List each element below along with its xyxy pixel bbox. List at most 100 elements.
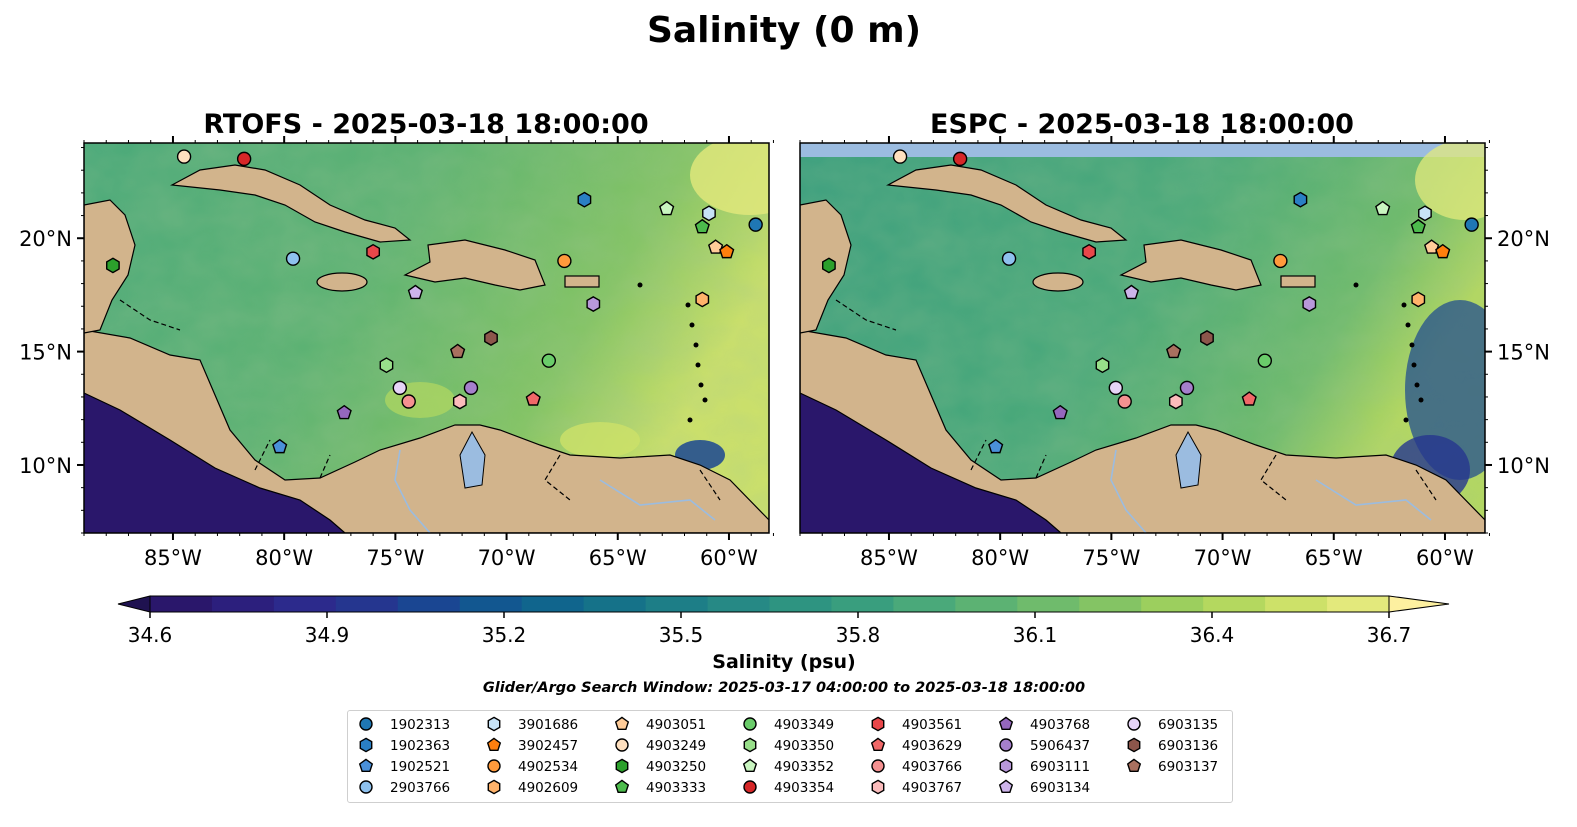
legend-marker — [359, 737, 373, 753]
lake-maracaibo — [1175, 430, 1202, 489]
no-data-band — [800, 143, 1485, 157]
legend-marker — [615, 758, 629, 774]
legend-label: 4903352 — [774, 759, 834, 775]
colorbar-label: Salinity (psu) — [712, 651, 855, 673]
float-marker-4903350 — [1095, 357, 1110, 374]
float-marker-2903766 — [285, 251, 301, 266]
legend-entry: 1902363 — [359, 737, 450, 754]
legend-entry: 1902313 — [359, 717, 450, 733]
float-marker-4903349 — [1257, 353, 1273, 368]
legend-label: 6903135 — [1158, 717, 1218, 733]
legend-marker — [487, 716, 501, 732]
float-marker-6903134 — [407, 284, 424, 300]
float-marker-4903352 — [659, 200, 675, 216]
y-tick-label: 20°N — [1497, 227, 1550, 251]
legend-marker — [487, 779, 501, 795]
x-tick-label: 60°W — [700, 546, 758, 570]
colorbar-swatch — [645, 596, 709, 612]
land-hispaniola — [1119, 239, 1262, 291]
float-marker-1902363 — [1293, 191, 1308, 208]
float-marker-4902609 — [695, 291, 710, 308]
land-central-south-america — [800, 329, 1485, 533]
colorbar-swatch — [273, 596, 337, 612]
legend-marker — [999, 738, 1013, 752]
legend-entry: 4902534 — [487, 759, 578, 775]
colorbar-swatch — [335, 596, 399, 612]
float-marker-4903768 — [336, 404, 352, 420]
x-tick-label: 85°W — [860, 546, 918, 570]
panel-espc-map — [800, 143, 1485, 533]
float-marker-1902313 — [1464, 217, 1479, 232]
legend-marker — [1127, 717, 1141, 731]
y-tick-label: 10°N — [19, 454, 72, 478]
float-marker-5906437 — [1179, 380, 1195, 396]
panel-espc-title: ESPC - 2025-03-18 18:00:00 — [930, 109, 1354, 140]
float-marker-4903051 — [707, 239, 724, 254]
colorbar-swatch — [1017, 596, 1080, 612]
legend-label: 4903333 — [646, 780, 706, 796]
colorbar-extend-high — [1388, 595, 1450, 613]
legend-entry: 4903768 — [998, 716, 1090, 733]
colorbar-tick-label: 36.4 — [1190, 623, 1235, 647]
x-tick-label: 70°W — [478, 546, 536, 570]
float-marker-6903137 — [1166, 343, 1182, 359]
legend-marker — [614, 779, 630, 794]
legend-label: 1902313 — [390, 717, 450, 733]
x-tick-label: 70°W — [1194, 546, 1252, 570]
colorbar-tick-label: 35.2 — [482, 623, 527, 647]
colorbar-tick-label: 35.5 — [659, 623, 704, 647]
colorbar-swatch — [1327, 596, 1390, 612]
float-marker-4903354 — [952, 151, 968, 167]
x-tick-label: 65°W — [589, 546, 647, 570]
colorbar-swatch — [1079, 596, 1142, 612]
float-marker-4903250 — [822, 257, 836, 274]
legend-entry: 3902457 — [486, 737, 578, 754]
float-legend: 1902313 1902363 1902521 2903766 3901686 39024… — [347, 710, 1233, 803]
float-marker-1902521 — [988, 438, 1004, 454]
float-marker-4902609 — [1411, 291, 1426, 308]
float-marker-4903766 — [1117, 394, 1132, 409]
legend-marker — [743, 717, 757, 731]
x-tick-label: 75°W — [1082, 546, 1140, 570]
float-marker-5906437 — [463, 380, 479, 396]
float-marker-3902457 — [1435, 243, 1451, 259]
legend-marker — [743, 737, 757, 753]
map-axes: 85°W 80°W 75°W 70°W 65°W 60°W 20°N 15°N 10°N 85°W… — [19, 136, 1550, 570]
legend-entry: 4903629 — [870, 737, 962, 754]
legend-entry: 5906437 — [999, 738, 1090, 754]
float-marker-6903134 — [1123, 284, 1140, 300]
legend-label: 4903354 — [774, 780, 834, 796]
float-marker-4903768 — [1052, 404, 1068, 420]
figure-title: Salinity (0 m) — [647, 10, 921, 51]
float-marker-4903354 — [236, 151, 252, 167]
legend-entry: 4903352 — [742, 758, 834, 775]
float-marker-4903629 — [525, 391, 541, 406]
legend-marker — [871, 779, 885, 795]
legend-marker — [358, 758, 374, 773]
panel-rtofs-floats — [106, 149, 763, 454]
legend-label: 5906437 — [1030, 738, 1090, 754]
legend-entry: 4903354 — [743, 780, 834, 796]
y-tick-label: 10°N — [1497, 454, 1550, 478]
legend-marker — [743, 780, 757, 794]
x-tick-label: 80°W — [971, 546, 1029, 570]
float-marker-6903136 — [1200, 330, 1214, 346]
legend-entry: 3901686 — [487, 716, 578, 733]
y-tick-label: 20°N — [19, 227, 72, 251]
float-marker-4903349 — [541, 353, 557, 368]
float-marker-4903767 — [1168, 393, 1183, 410]
legend-entry: 4903561 — [871, 716, 962, 733]
colorbar-tick-label: 36.7 — [1367, 623, 1412, 647]
panel-espc-floats — [822, 149, 1479, 454]
legend-entry: 4903250 — [615, 758, 706, 775]
float-marker-6903135 — [1108, 380, 1124, 396]
legend-label: 4903051 — [646, 717, 706, 733]
colorbar: 34.6 34.9 35.2 35.5 35.8 36.1 36.4 36.7 — [117, 595, 1450, 647]
legend-entry: 4903051 — [614, 716, 706, 733]
legend-entry: 4903333 — [614, 779, 706, 796]
legend-entry: 1902521 — [358, 758, 450, 775]
legend-marker — [1126, 758, 1142, 773]
y-tick-label: 15°N — [19, 341, 72, 365]
land-jamaica — [1032, 272, 1084, 292]
colorbar-swatch — [707, 596, 770, 612]
